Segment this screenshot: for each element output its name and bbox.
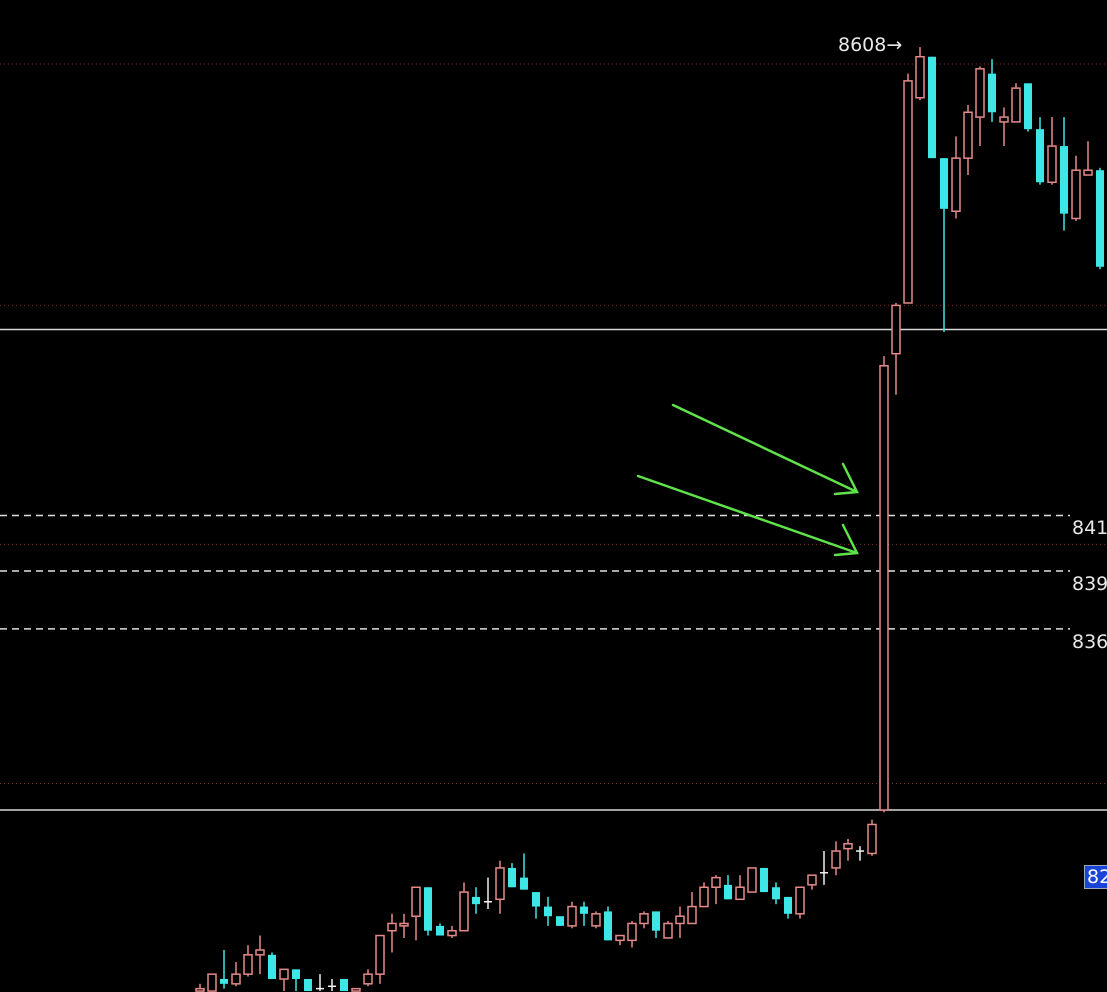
max-price-label: 8608→ [838, 34, 902, 56]
candle-body [472, 896, 480, 905]
candle-body [772, 887, 780, 900]
candle-body [1071, 169, 1081, 220]
candle-body [699, 886, 709, 908]
candle-body [735, 886, 745, 901]
candle-body [747, 867, 757, 893]
candle-body [711, 876, 721, 889]
candle-body [459, 891, 469, 932]
candle-body [387, 922, 397, 932]
candle-body [556, 916, 564, 926]
candle-body [255, 949, 265, 956]
candle-body [363, 973, 373, 985]
candle-body [580, 906, 588, 914]
annotation-arrow [671, 403, 859, 496]
candle-body [279, 968, 289, 980]
candle-body [544, 906, 552, 917]
candle-body [963, 111, 973, 159]
candle-body [615, 934, 625, 942]
candle-body [652, 911, 660, 931]
right-axis-label: 839 [1072, 572, 1107, 595]
candle-body [724, 884, 732, 900]
candle-body [424, 887, 432, 931]
candle-body [1083, 169, 1093, 176]
right-axis-label: 836 [1072, 630, 1107, 653]
candle-body [268, 954, 276, 979]
candle-body [879, 365, 889, 811]
candle-body [207, 973, 217, 992]
candle-body [675, 915, 685, 925]
candle-body [436, 925, 444, 936]
candle-body [891, 304, 901, 355]
candle-body [375, 934, 385, 975]
candle-body [784, 896, 792, 914]
candle-body [867, 823, 877, 855]
candle-body [1024, 83, 1032, 130]
candle-body [567, 905, 577, 927]
candle-body [195, 987, 205, 992]
candle-body [1060, 146, 1068, 214]
candle-body [687, 905, 697, 925]
candle-body [231, 973, 241, 985]
arrow-right-icon: → [886, 34, 903, 57]
candle-body [399, 922, 409, 927]
candle-body [807, 874, 817, 886]
current-price-tag: 82 [1084, 864, 1107, 889]
candle-body [604, 911, 612, 941]
candle-body [663, 922, 673, 939]
candle-body [520, 877, 528, 890]
candle-body [411, 886, 421, 917]
candle-body [340, 978, 348, 992]
candle-body [951, 157, 961, 213]
candle-body [1011, 87, 1021, 123]
right-axis-label: 841 [1072, 517, 1107, 540]
candle-body [508, 867, 516, 888]
max-price-value: 8608 [838, 34, 887, 57]
candle-body [591, 913, 601, 927]
candle-body [532, 892, 540, 907]
candle-body [447, 929, 457, 937]
candle-body [292, 969, 300, 979]
candle-body [495, 867, 505, 901]
candle-body [795, 886, 805, 915]
candle-body [220, 978, 228, 984]
candle-body [940, 158, 948, 209]
candle-body [1047, 145, 1057, 184]
candle-body [351, 987, 361, 992]
annotation-arrow [636, 474, 859, 557]
candle-body [639, 913, 649, 925]
candle-body [988, 73, 996, 113]
candle-body [304, 978, 312, 992]
candle-body [903, 80, 913, 304]
candle-body [831, 850, 841, 869]
candle-body [1036, 129, 1044, 183]
candle-body [760, 867, 768, 893]
candle-body [243, 954, 253, 975]
candle-body [915, 55, 925, 99]
candle-body [928, 56, 936, 159]
candle-body [975, 68, 985, 118]
candle-body [1096, 170, 1104, 267]
candle-body [627, 922, 637, 942]
candle-body [999, 116, 1009, 123]
candle-body [843, 843, 853, 850]
